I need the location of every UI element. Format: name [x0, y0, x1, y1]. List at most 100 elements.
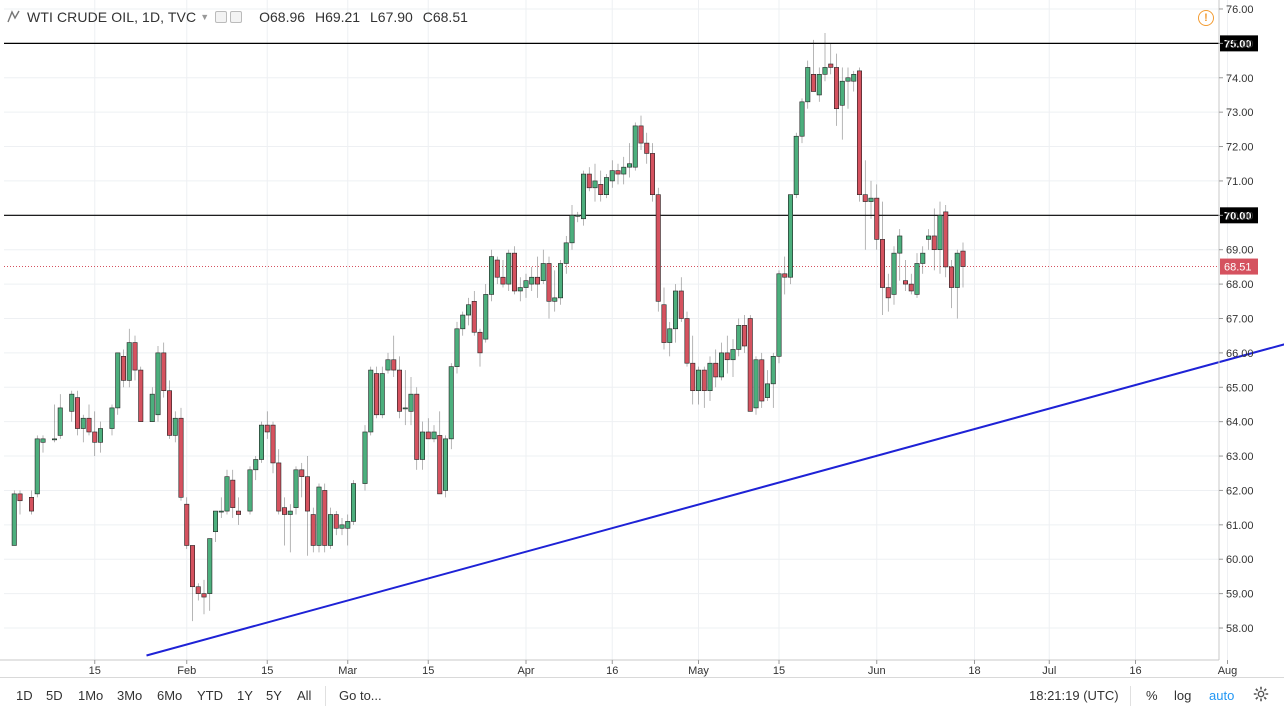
candle: [133, 336, 137, 381]
candle: [167, 380, 171, 438]
candle: [708, 356, 712, 401]
candle: [29, 490, 33, 514]
candle-body: [650, 153, 654, 194]
gear-icon[interactable]: [1252, 685, 1270, 703]
range-3mo-button[interactable]: 3Mo: [117, 688, 142, 703]
range-5y-button[interactable]: 5Y: [266, 688, 282, 703]
price-tick-label: 63.00: [1226, 451, 1254, 463]
candle: [98, 422, 102, 453]
candle-body: [817, 74, 821, 95]
candle: [938, 202, 942, 274]
candle: [317, 484, 321, 553]
settings-square-icon[interactable]: [215, 11, 227, 23]
price-tick-label: 60.00: [1226, 554, 1254, 566]
candle: [737, 318, 741, 356]
candle: [771, 353, 775, 408]
candle-body: [696, 370, 700, 391]
candle-body: [340, 525, 344, 528]
candle: [926, 229, 930, 250]
price-tick-label: 75.00: [1226, 38, 1254, 50]
goto-button[interactable]: Go to...: [339, 688, 382, 703]
symbol-title[interactable]: WTI CRUDE OIL, 1D, TVC: [27, 9, 196, 25]
candle-body: [18, 494, 22, 501]
candle: [236, 497, 240, 525]
candle: [719, 343, 723, 381]
candle-body: [857, 71, 861, 195]
candle: [409, 377, 413, 425]
candle: [259, 422, 263, 463]
auto-scale-toggle[interactable]: auto: [1209, 688, 1234, 703]
candle-body: [593, 181, 597, 188]
candle: [817, 67, 821, 101]
candle: [541, 250, 545, 284]
candle: [604, 174, 608, 198]
range-1y-button[interactable]: 1Y: [237, 688, 253, 703]
candle-body: [961, 251, 965, 266]
candle-body: [932, 236, 936, 250]
candle-body: [225, 477, 229, 511]
range-1mo-button[interactable]: 1Mo: [78, 688, 103, 703]
candle-body: [662, 305, 666, 343]
candle: [254, 456, 258, 480]
candle-body: [869, 198, 873, 201]
candle-body: [903, 281, 907, 284]
candle-body: [334, 515, 338, 529]
candle-body: [783, 274, 787, 277]
price-tick-label: 72.00: [1226, 142, 1254, 154]
candle-body: [374, 374, 378, 415]
candle: [754, 356, 758, 414]
range-5d-button[interactable]: 5D: [46, 688, 63, 703]
time-tick-label: Feb: [177, 665, 196, 677]
candle-body: [98, 429, 102, 443]
candle: [139, 367, 143, 422]
candle-body: [41, 439, 45, 442]
candle-body: [840, 81, 844, 105]
candle-body: [668, 329, 672, 343]
candle-body: [116, 353, 120, 408]
candle: [495, 257, 499, 285]
range-1d-button[interactable]: 1D: [16, 688, 33, 703]
candle-body: [173, 418, 177, 435]
alert-icon[interactable]: !: [1198, 10, 1214, 26]
candle-body: [397, 370, 401, 411]
time-tick-label: Apr: [517, 665, 534, 677]
candle-body: [236, 511, 240, 514]
candle: [622, 157, 626, 185]
candle-body: [185, 504, 189, 545]
range-6mo-button[interactable]: 6Mo: [157, 688, 182, 703]
grid: [4, 0, 1228, 660]
range-ytd-button[interactable]: YTD: [197, 688, 223, 703]
candle: [374, 367, 378, 419]
candle: [811, 40, 815, 92]
candle: [328, 508, 332, 549]
candle: [472, 291, 476, 336]
candle-body: [150, 394, 154, 422]
candle: [535, 257, 539, 298]
candle: [93, 411, 97, 456]
candle-body: [748, 318, 752, 411]
candle-body: [639, 126, 643, 143]
candle-body: [167, 391, 171, 436]
candle: [852, 71, 856, 92]
candle-body: [938, 215, 942, 249]
candle: [265, 411, 269, 439]
chevron-down-icon[interactable]: ▼: [200, 12, 209, 22]
settings-gear-square-icon[interactable]: [230, 11, 242, 23]
candle-body: [921, 253, 925, 263]
candle-body: [587, 174, 591, 188]
range-all-button[interactable]: All: [297, 688, 311, 703]
candle-body: [863, 195, 867, 202]
low-label: L: [370, 9, 378, 25]
candle: [587, 167, 591, 191]
candle-body: [915, 263, 919, 294]
time-tick-label: Jun: [868, 665, 886, 677]
candle-body: [518, 288, 522, 291]
candle: [323, 484, 327, 553]
percent-toggle[interactable]: %: [1146, 688, 1158, 703]
candle: [524, 274, 528, 298]
candle: [564, 236, 568, 274]
log-toggle[interactable]: log: [1174, 688, 1191, 703]
candle-body: [794, 136, 798, 194]
candle-body: [472, 301, 476, 332]
